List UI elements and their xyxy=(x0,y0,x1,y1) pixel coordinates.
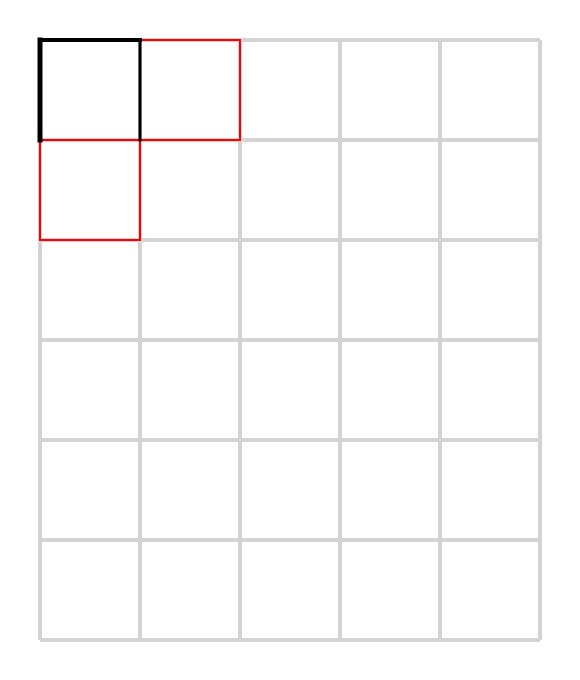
drawn-path xyxy=(37,37,142,143)
highlighted-cell-1[interactable] xyxy=(39,139,141,241)
